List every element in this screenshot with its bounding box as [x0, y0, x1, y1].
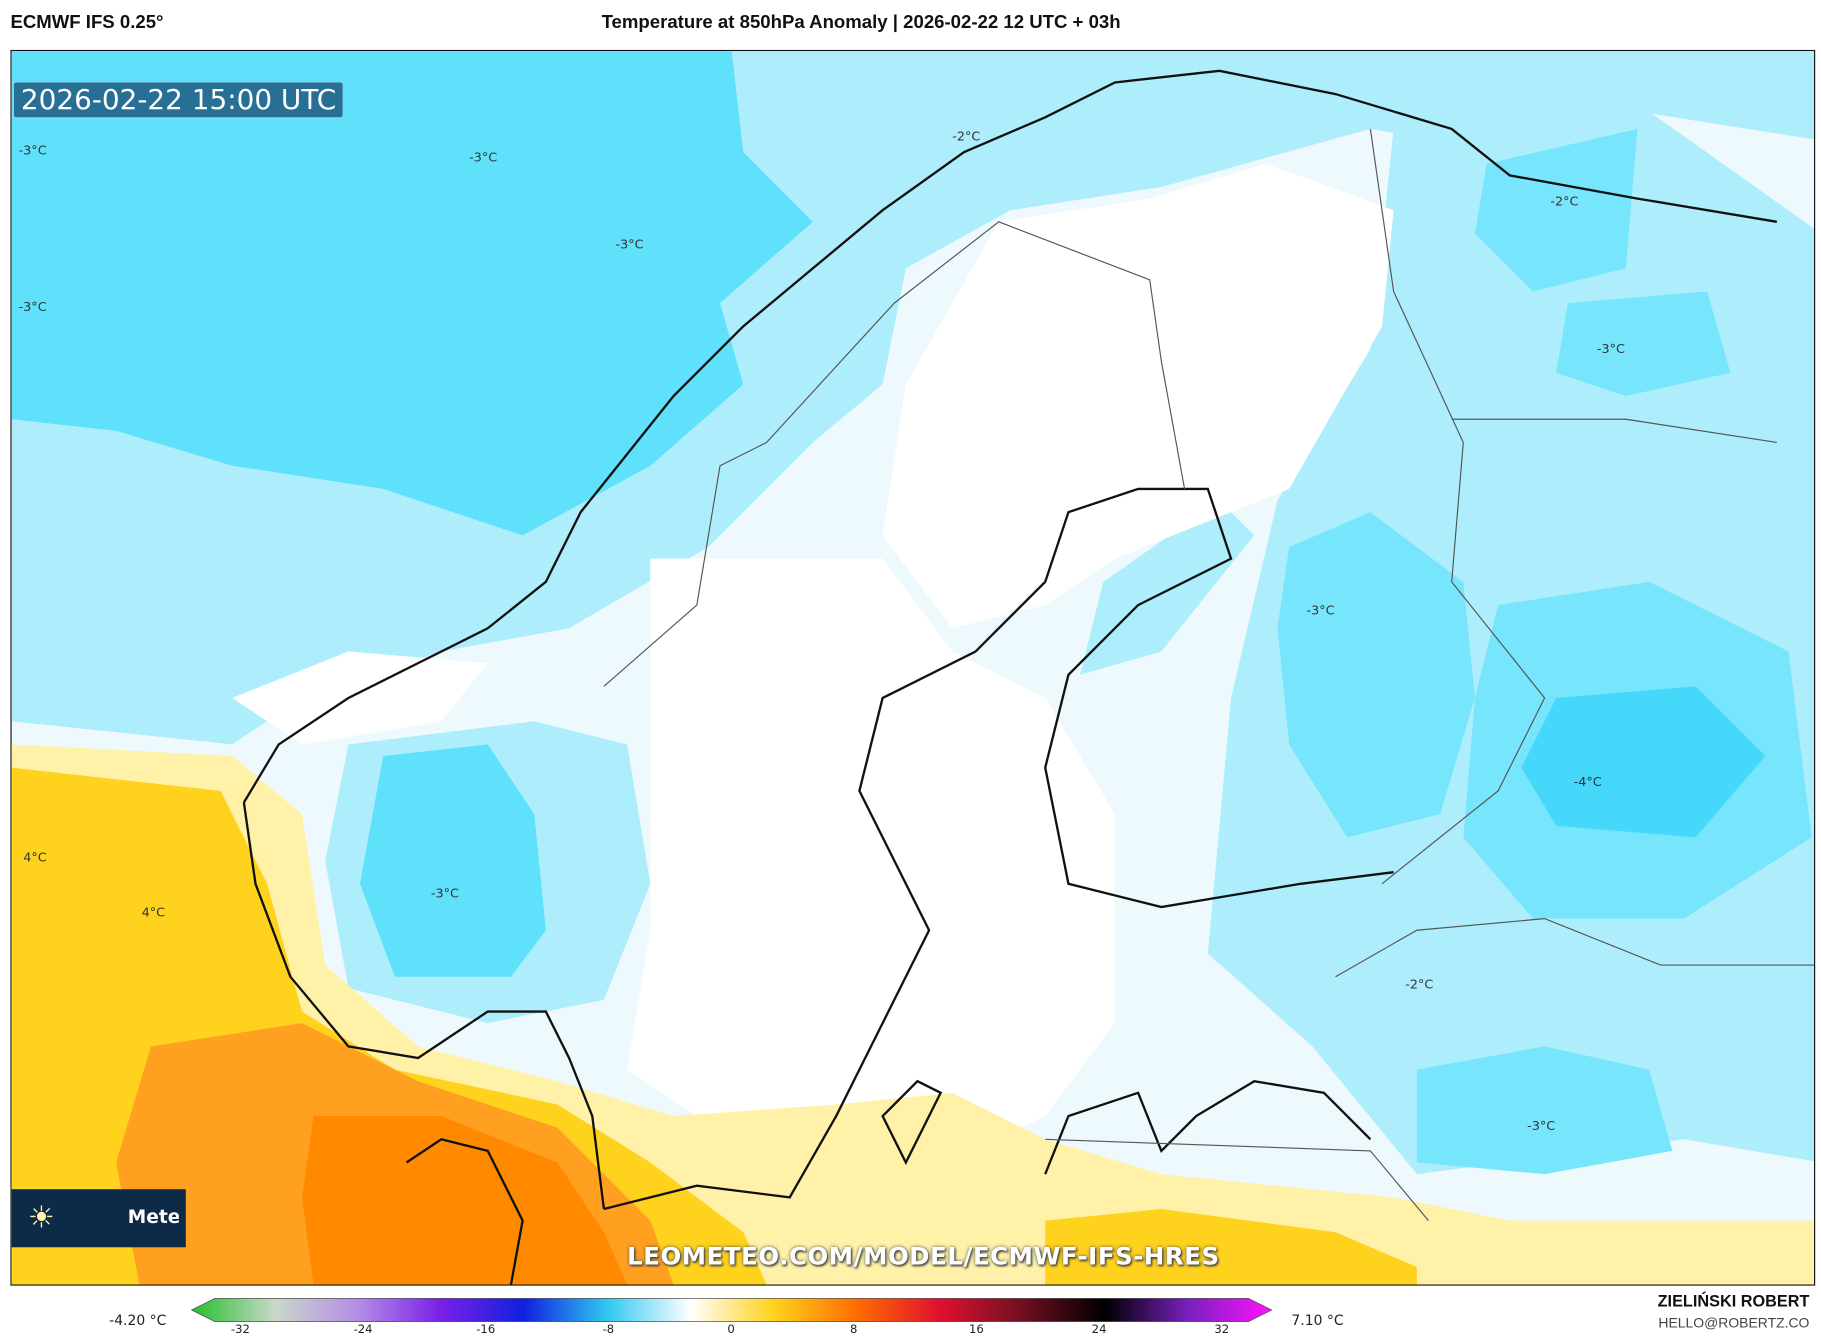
contour-labels: -3°C -3°C -3°C -3°C -2°C -2°C -3°C -3°C -3°C -4°C…	[19, 130, 1625, 1134]
zone-deep-orange	[301, 1116, 628, 1285]
contour-label: -3°C	[1307, 603, 1335, 618]
colorbar-tick: -8	[602, 1323, 615, 1337]
contour-label: -3°C	[469, 150, 497, 165]
colorbar-tick: 8	[850, 1323, 858, 1337]
contour-label: -4°C	[1574, 775, 1602, 790]
zone-white	[627, 558, 1115, 1163]
contour-label: -2°C	[1550, 195, 1578, 210]
colorbar-tick: 32	[1214, 1323, 1230, 1337]
coastlines	[242, 69, 1778, 1285]
zone-cyan	[1521, 686, 1766, 838]
author-email[interactable]: HELLO@ROBERTZ.CO	[1658, 1314, 1810, 1331]
map-canvas: -3°C -3°C -3°C -3°C -2°C -2°C -3°C -3°C -3°C -4°C…	[11, 51, 1815, 1285]
contour-label: -3°C	[431, 887, 459, 902]
zone-cyan	[360, 744, 546, 977]
colorbar-tick: 16	[969, 1323, 984, 1337]
contour-label: 4°C	[23, 851, 47, 866]
zone-cyan	[1277, 512, 1475, 838]
zone-cyan	[1416, 1046, 1673, 1175]
colorbar-min-label: -4.20 °C	[109, 1312, 167, 1329]
colorbar-tick: -24	[353, 1323, 373, 1337]
colorbar-tick: 0	[727, 1323, 735, 1337]
contour-label: 4°C	[142, 905, 166, 920]
zone-cyan	[1474, 128, 1638, 292]
chart-title: Temperature at 850hPa Anomaly | 2026-02-…	[601, 12, 1121, 33]
sun-icon: ☀	[27, 1200, 55, 1236]
contour-label: -3°C	[19, 300, 47, 315]
zone-cyan	[1556, 291, 1731, 397]
zone-cyan	[11, 51, 813, 536]
colorbar-bar	[190, 1297, 1273, 1323]
contour-label: -3°C	[616, 238, 644, 253]
contour-label: -2°C	[1405, 977, 1433, 992]
zone-white	[232, 651, 488, 745]
anomaly-map[interactable]: -3°C -3°C -3°C -3°C -2°C -2°C -3°C -3°C -3°C -4°C…	[10, 49, 1816, 1286]
watermark-url: LEOMETEO.COM/MODEL/ECMWF-IFS-HRES	[627, 1242, 1220, 1271]
colorbar	[190, 1297, 1273, 1323]
colorbar-max-label: 7.10 °C	[1291, 1312, 1344, 1329]
colorbar-tick: -16	[476, 1323, 496, 1337]
zone-white	[882, 163, 1394, 629]
colorbar-tick: 24	[1091, 1323, 1107, 1337]
contour-label: -2°C	[952, 130, 980, 145]
contour-label: -3°C	[1527, 1119, 1555, 1134]
author-name: ZIELIŃSKI ROBERT	[1657, 1291, 1810, 1311]
contour-label: -3°C	[19, 143, 47, 158]
logo-text: Meteo	[127, 1205, 179, 1228]
contour-label: -3°C	[1597, 342, 1625, 357]
zone-light-cyan	[1080, 500, 1255, 675]
borders	[603, 128, 1815, 1221]
model-name: ECMWF IFS 0.25°	[10, 12, 164, 33]
colorbar-tick: -32	[230, 1323, 250, 1337]
brand-logo[interactable]: ☀ Meteo	[11, 1189, 186, 1248]
valid-time-label: 2026-02-22 15:00 UTC	[12, 81, 345, 119]
zone-yellow	[1045, 1208, 1417, 1285]
